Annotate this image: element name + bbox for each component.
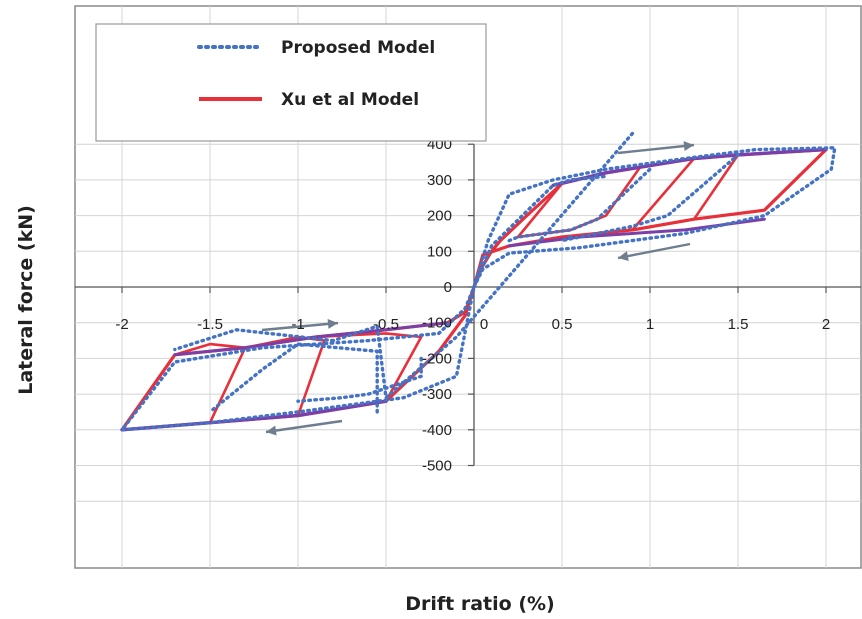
y-axis-title: Lateral force (kN)	[15, 205, 37, 395]
arrow-shaft	[261, 321, 339, 332]
arrow-shaft	[265, 419, 343, 434]
x-tick-label: -0.5	[373, 316, 399, 333]
y-tick-label: -300	[422, 386, 452, 403]
x-tick-label: 1	[646, 316, 654, 333]
y-tick-label: -200	[422, 350, 452, 367]
arrow-loading-negative	[265, 419, 343, 436]
x-tick-label: -2	[115, 316, 128, 333]
arrow-loading-positive	[617, 141, 695, 155]
arrow-unloading-positive	[617, 242, 691, 261]
y-tick-label: 200	[427, 208, 452, 225]
y-tick-label: -500	[422, 458, 452, 475]
x-tick-label: 0	[480, 316, 488, 333]
tick-labels: -2 -1.5 -1 -0.5 0.5 1 1.5 2 -500 -400 -300 -200 -100…	[115, 136, 830, 474]
x-tick-label: 1.5	[728, 316, 749, 333]
y-tick-label: 0	[444, 279, 452, 296]
legend-xu-label: Xu et al Model	[281, 90, 419, 110]
y-tick-label: -100	[422, 315, 452, 332]
series-xu-et-al-loop	[174, 342, 247, 424]
x-tick-label: -1	[291, 316, 304, 333]
legend-proposed-label: Proposed Model	[281, 38, 435, 58]
y-tick-label: -400	[422, 422, 452, 439]
arrow-shaft	[617, 143, 695, 155]
y-tick-label: 300	[427, 172, 452, 189]
x-axis-title: Drift ratio (%)	[405, 593, 554, 615]
arrow-head	[266, 425, 277, 436]
arrow-head	[327, 318, 338, 329]
loading-arrows	[261, 141, 695, 436]
series-proposed-model	[120, 131, 837, 432]
x-tick-label: 2	[822, 316, 830, 333]
arrow-head	[618, 251, 629, 261]
series-xu-et-al-loop	[631, 154, 740, 232]
y-tick-label: 100	[427, 243, 452, 260]
x-tick-label: -1.5	[197, 316, 223, 333]
arrow-head	[683, 141, 694, 152]
series-layer	[120, 131, 837, 432]
x-tick-label: 0.5	[552, 316, 573, 333]
arrow-reloading-negative	[261, 318, 339, 332]
envelope-positive-unload	[507, 217, 766, 248]
legend: Proposed Model Xu et al Model	[95, 23, 487, 142]
legend-box	[95, 23, 487, 142]
arrow-shaft	[617, 242, 691, 260]
